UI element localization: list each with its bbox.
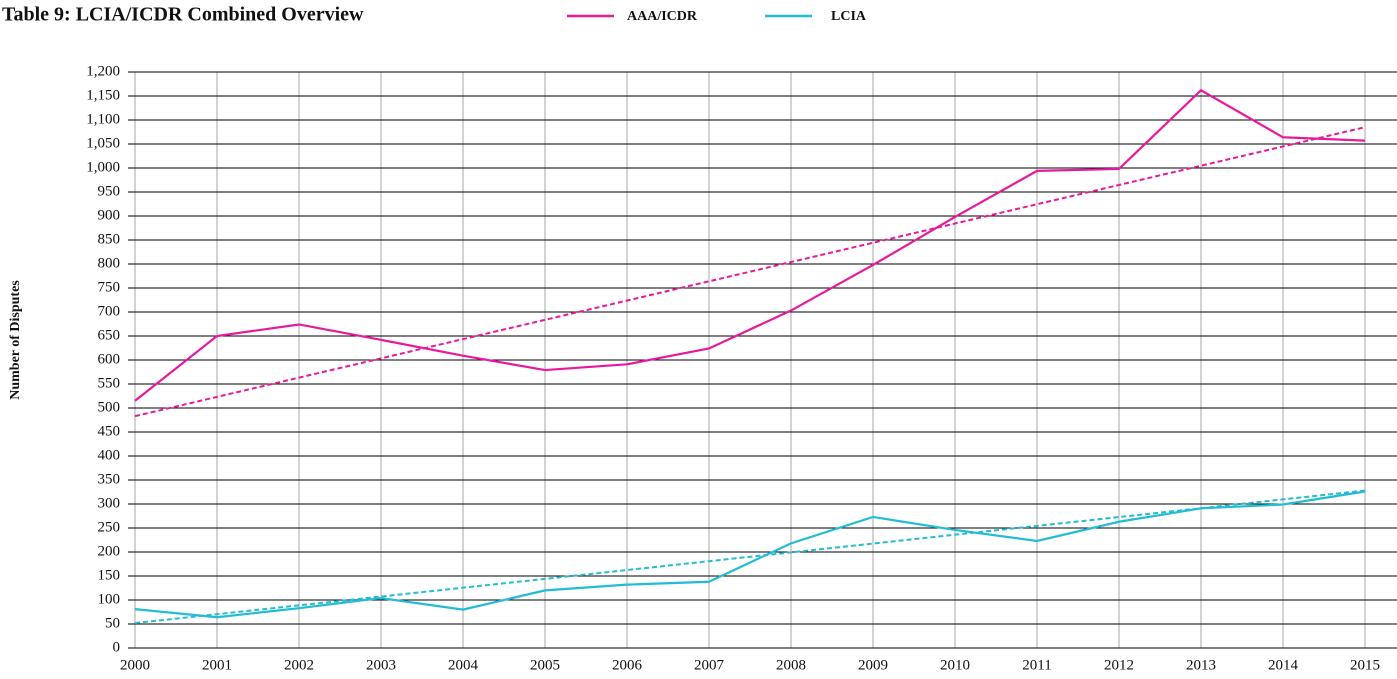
y-tick-label: 450 [98, 423, 121, 439]
y-tick-label: 1,050 [86, 135, 120, 151]
x-tick-label: 2007 [694, 657, 725, 673]
y-tick-label: 100 [98, 591, 121, 607]
x-tick-label: 2011 [1022, 657, 1051, 673]
y-axis-label: Number of Disputes [8, 280, 23, 400]
series-line [134, 88, 1366, 402]
y-tick-label: 950 [98, 183, 121, 199]
y-tick-label: 300 [98, 495, 121, 511]
x-tick-label: 2003 [366, 657, 396, 673]
y-tick-label: 850 [98, 231, 121, 247]
x-tick-label: 2002 [284, 657, 314, 673]
y-tick-label: 0 [113, 639, 121, 655]
trend-line [134, 126, 1366, 418]
y-tick-label: 400 [98, 447, 121, 463]
y-tick-label: 50 [105, 615, 120, 631]
y-tick-label: 700 [98, 303, 121, 319]
x-tick-label: 2004 [448, 657, 479, 673]
y-tick-label: 200 [98, 543, 121, 559]
x-tick-label: 2008 [776, 657, 806, 673]
y-tick-label: 1,200 [86, 63, 120, 79]
legend-label: LCIA [831, 9, 867, 24]
y-tick-label: 800 [98, 255, 121, 271]
y-tick-label: 900 [98, 207, 121, 223]
y-tick-label: 1,150 [86, 87, 120, 103]
x-tick-label: 2012 [1104, 657, 1134, 673]
y-tick-label: 350 [98, 471, 121, 487]
y-tick-label: 500 [98, 399, 121, 415]
x-tick-label: 2000 [120, 657, 150, 673]
y-tick-label: 750 [98, 279, 121, 295]
y-tick-label: 150 [98, 567, 121, 583]
y-tick-label: 1,100 [86, 111, 120, 127]
y-tick-label: 1,000 [86, 159, 120, 175]
series-line [134, 490, 1366, 619]
chart-title: Table 9: LCIA/ICDR Combined Overview [2, 4, 364, 26]
x-tick-label: 2010 [940, 657, 970, 673]
x-tick-label: 2015 [1350, 657, 1380, 673]
x-tick-label: 2009 [858, 657, 888, 673]
y-tick-label: 650 [98, 327, 121, 343]
x-tick-label: 2013 [1186, 657, 1216, 673]
y-tick-label: 550 [98, 375, 121, 391]
y-tick-label: 600 [98, 351, 121, 367]
x-tick-label: 2006 [612, 657, 643, 673]
legend-label: AAA/ICDR [627, 9, 698, 24]
x-tick-label: 2005 [530, 657, 560, 673]
y-tick-label: 250 [98, 519, 121, 535]
x-tick-label: 2014 [1268, 657, 1299, 673]
x-tick-label: 2001 [202, 657, 232, 673]
trend-line [134, 489, 1366, 625]
